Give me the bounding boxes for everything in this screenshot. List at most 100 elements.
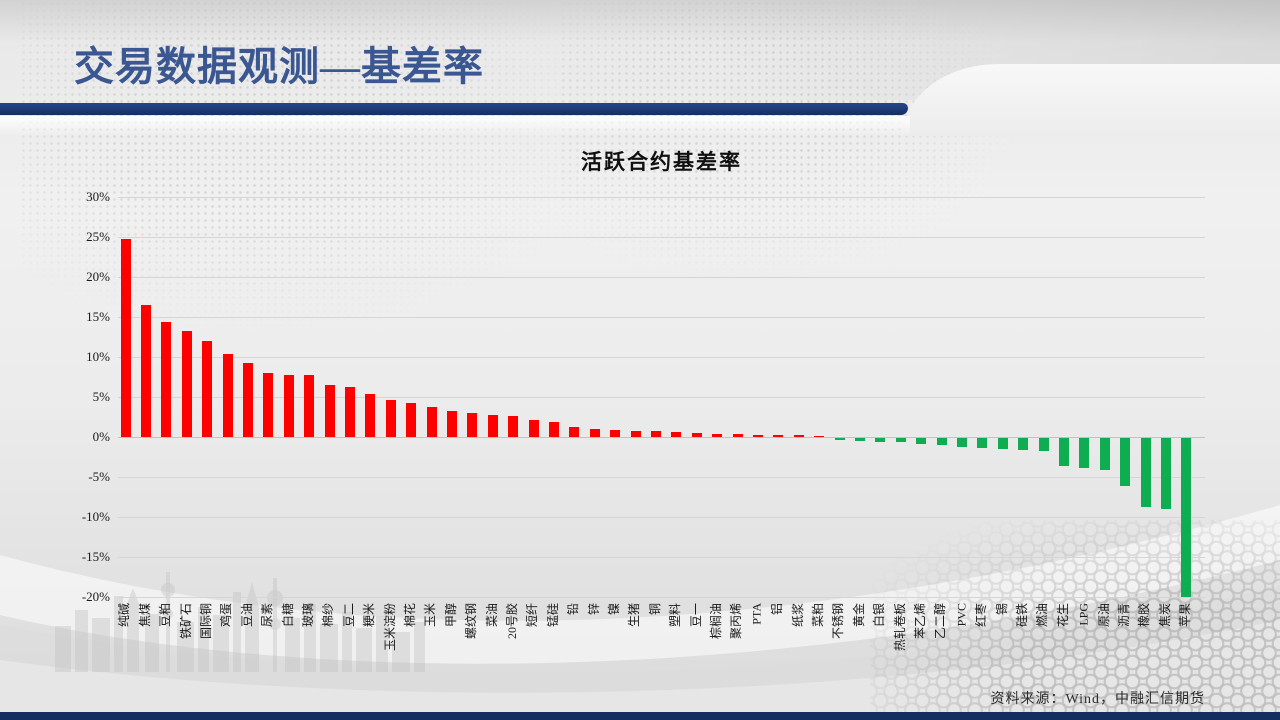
- y-axis-tick-label: 25%: [86, 229, 110, 244]
- bar-棕榈油: [712, 433, 723, 437]
- x-axis-label: LPG: [1076, 603, 1091, 626]
- bar-锰硅: [548, 421, 559, 437]
- bar-苹果: [1181, 438, 1192, 598]
- x-axis-label: 乙二醇: [933, 603, 948, 640]
- bar-苯乙烯: [916, 438, 927, 444]
- x-axis-label: 玻璃: [301, 603, 316, 628]
- bar-LPG: [1079, 438, 1090, 468]
- bar-粳米: [365, 393, 376, 437]
- gridline: [118, 597, 1205, 598]
- bar-纯碱: [120, 238, 131, 437]
- bar-尿素: [263, 373, 274, 437]
- bar-菜粕: [814, 435, 825, 437]
- gridline: [118, 317, 1205, 318]
- y-axis-tick-label: 5%: [92, 389, 110, 404]
- world-map-dots-pattern: [560, 0, 1020, 280]
- x-axis-label: 沥青: [1117, 603, 1132, 628]
- y-axis-tick-label: -5%: [88, 469, 110, 484]
- bar-原油: [1099, 438, 1110, 470]
- x-axis-label: 尿素: [260, 603, 275, 628]
- x-axis-label: 橡胶: [1137, 603, 1152, 628]
- x-axis-label: 焦炭: [1157, 603, 1172, 628]
- bar-20号胶: [508, 416, 519, 437]
- x-axis-label: 棕榈油: [709, 603, 724, 640]
- bar-白银: [875, 438, 886, 442]
- bar-豆油: [242, 362, 253, 437]
- bar-短纤: [528, 420, 539, 437]
- x-axis-label: 黄金: [851, 603, 866, 628]
- x-axis-label: 塑料: [668, 603, 683, 628]
- bar-红枣: [977, 438, 988, 449]
- bar-棉花: [406, 403, 417, 437]
- x-axis-label: 螺纹钢: [464, 603, 479, 640]
- x-axis-label: 热轧卷板: [892, 603, 907, 652]
- gridline: [118, 357, 1205, 358]
- bar-国际铜: [202, 341, 213, 437]
- bar-玉米: [426, 407, 437, 437]
- bar-PTA: [752, 434, 763, 437]
- bar-橡胶: [1140, 438, 1151, 507]
- x-axis-label: 锌: [586, 603, 601, 616]
- x-axis-label: 镍: [607, 603, 622, 616]
- x-axis-label: 生猪: [627, 603, 642, 628]
- bar-甲醇: [446, 410, 457, 437]
- x-axis-label: 花生: [1055, 603, 1070, 628]
- slide-title: 交易数据观测—基差率: [74, 44, 484, 89]
- bar-焦煤: [140, 305, 151, 437]
- bar-纸浆: [793, 435, 804, 437]
- gridline: [118, 277, 1205, 278]
- chart-title: 活跃合约基差率: [581, 150, 742, 174]
- bar-聚丙烯: [732, 434, 743, 437]
- bar-PVC: [956, 438, 967, 448]
- x-axis-label: 20号胶: [505, 603, 520, 640]
- x-axis-label: 燃油: [1035, 603, 1050, 628]
- bar-锡: [997, 438, 1008, 450]
- y-axis-tick-label: -15%: [81, 549, 110, 564]
- bar-不锈钢: [834, 438, 845, 440]
- x-axis-label: 纸浆: [790, 603, 805, 628]
- bar-生猪: [630, 430, 641, 437]
- x-axis-label: 棉花: [403, 603, 418, 628]
- x-axis-label: 棉纱: [321, 603, 336, 628]
- x-axis-label: 豆一: [688, 603, 703, 628]
- x-axis-label: 不锈钢: [831, 603, 846, 640]
- x-axis-label: 纯碱: [117, 603, 132, 628]
- y-axis-tick-label: -10%: [81, 509, 110, 524]
- gridline: [118, 437, 1205, 438]
- y-axis-tick-label: 20%: [86, 269, 110, 284]
- x-axis-label: 苯乙烯: [913, 603, 928, 640]
- x-axis-label: 铜: [647, 603, 662, 616]
- world-map-dots-pattern: [20, 0, 620, 330]
- bar-镍: [610, 429, 621, 437]
- x-axis-label: 锰硅: [545, 603, 560, 628]
- x-axis-label: 甲醇: [443, 603, 458, 628]
- x-axis-label: 短纤: [525, 603, 540, 628]
- bar-热轧卷板: [895, 438, 906, 443]
- y-axis-tick-label: 10%: [86, 349, 110, 364]
- page-curl-shape: [903, 64, 1280, 136]
- bar-锌: [589, 429, 600, 437]
- bar-焦炭: [1160, 438, 1171, 510]
- bar-乙二醇: [936, 438, 947, 446]
- bar-鸡蛋: [222, 353, 233, 437]
- bar-铁矿石: [181, 330, 192, 437]
- x-axis-label: 豆粕: [158, 603, 173, 628]
- gridline: [118, 197, 1205, 198]
- x-axis-label: 菜油: [484, 603, 499, 628]
- x-axis-label: 聚丙烯: [729, 603, 744, 640]
- x-axis-label: 苹果: [1178, 603, 1193, 628]
- bar-菜油: [487, 415, 498, 437]
- bar-棉纱: [324, 385, 335, 437]
- bar-铝: [773, 435, 784, 437]
- x-axis-label: 铝: [770, 603, 785, 616]
- x-axis-label: 红枣: [974, 603, 989, 628]
- bar-花生: [1058, 438, 1069, 466]
- y-axis-tick-label: 0%: [92, 429, 110, 444]
- y-axis-tick-label: -20%: [81, 589, 110, 604]
- x-axis-label: 国际铜: [199, 603, 214, 640]
- x-axis-label: 玉米淀粉: [382, 603, 397, 652]
- x-axis-label: 豆二: [341, 603, 356, 628]
- y-axis-tick-label: 30%: [86, 189, 110, 204]
